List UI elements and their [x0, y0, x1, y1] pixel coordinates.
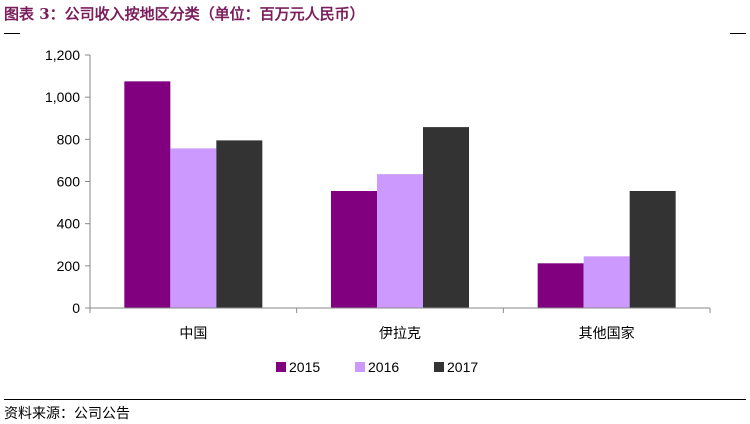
legend-swatch-2017 — [434, 362, 444, 372]
y-tick-label: 1,000 — [45, 89, 80, 105]
y-tick-label: 800 — [57, 131, 81, 147]
bottom-rule — [4, 399, 746, 400]
bar-2017-1 — [423, 127, 469, 308]
bars — [124, 81, 676, 309]
bar-2015-0 — [124, 81, 171, 309]
bar-2015-2 — [537, 263, 584, 308]
top-rule-left — [4, 33, 20, 34]
chart-title: 图表 3：公司收入按地区分类（单位：百万元人民币） — [4, 5, 365, 23]
source-note: 资料来源：公司公告 — [4, 406, 130, 422]
bar-2017-0 — [216, 140, 263, 308]
y-tick-label: 1,200 — [45, 47, 80, 63]
y-tick-label: 200 — [57, 258, 81, 274]
y-tick-label: 0 — [72, 300, 80, 316]
legend: 2015 2016 2017 — [276, 359, 478, 375]
bar-2016-1 — [377, 174, 423, 308]
legend-swatch-2015 — [276, 362, 286, 372]
bar-2015-1 — [331, 190, 377, 308]
top-rule-right — [730, 33, 746, 34]
legend-label: 2015 — [289, 359, 320, 375]
legend-label: 2017 — [447, 359, 478, 375]
category-label: 中国 — [179, 326, 207, 342]
x-axis: 中国 伊拉克 其他国家 — [89, 307, 711, 342]
legend-swatch-2016 — [355, 362, 365, 372]
bar-2016-2 — [583, 256, 630, 308]
bar-2016-0 — [170, 148, 217, 308]
legend-label: 2016 — [368, 359, 399, 375]
category-label: 伊拉克 — [379, 326, 421, 342]
category-label: 其他国家 — [579, 325, 635, 342]
y-axis: 0 200 400 600 800 1,000 1,200 — [45, 47, 91, 316]
y-tick-label: 600 — [57, 174, 81, 190]
bar-2017-2 — [629, 190, 676, 308]
y-tick-label: 400 — [57, 216, 81, 232]
